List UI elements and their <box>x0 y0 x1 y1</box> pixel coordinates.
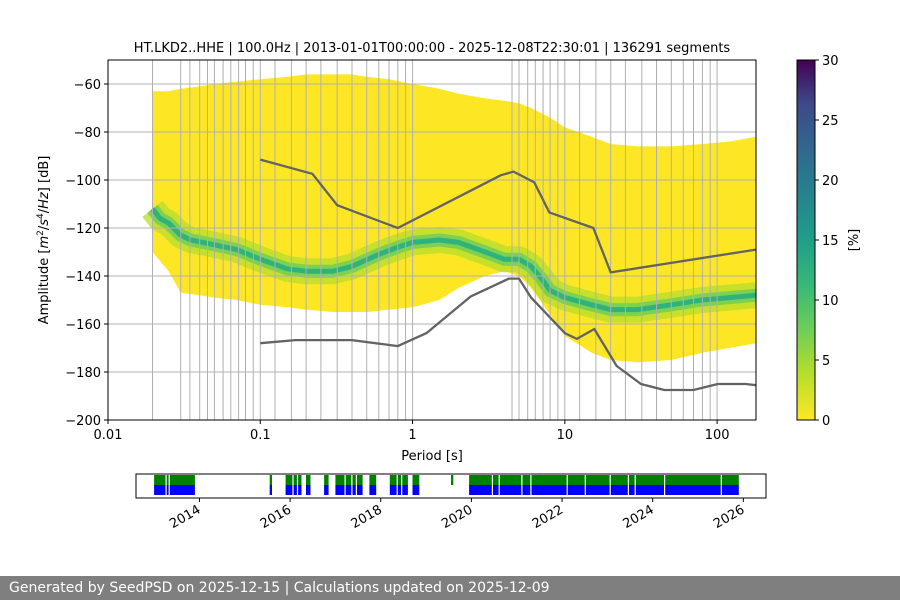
y-tick-label: −200 <box>65 414 101 429</box>
availability-gap <box>498 475 500 495</box>
noise-model-nhnm <box>259 158 756 274</box>
footer-bar: Generated by SeedPSD on 2025-12-15 | Cal… <box>0 576 900 600</box>
availability-gap <box>296 475 299 495</box>
colorbar <box>797 60 815 420</box>
y-axis-ticks: −60 −80 −100 −120 −140 −160 −180 −200 <box>65 78 108 429</box>
availability-gap <box>215 475 217 495</box>
availability-span <box>324 475 329 485</box>
availability-span <box>412 485 420 495</box>
availability-gap <box>634 475 636 495</box>
availability-span <box>451 475 454 485</box>
availability-gap <box>530 475 532 495</box>
y-tick-label: −60 <box>74 78 101 93</box>
timeline-tick-label: 2014 <box>167 502 203 532</box>
chart-title: HT.LKD2..HHE | 100.0Hz | 2013-01-01T00:0… <box>134 41 731 56</box>
colorbar-tick-label: 10 <box>822 294 839 309</box>
availability-gap <box>401 475 403 495</box>
psd-plot-area <box>108 60 756 420</box>
timeline-tick-label: 2024 <box>621 502 657 532</box>
x-tick-label: 0.1 <box>250 428 271 443</box>
colorbar-ticks: 0 5 10 15 20 25 30 <box>815 54 839 429</box>
psd-density-layer <box>152 74 756 363</box>
colorbar-label: [%] <box>847 229 862 252</box>
availability-span <box>335 475 363 485</box>
availability-span <box>369 475 377 485</box>
colorbar-tick-label: 30 <box>822 54 839 69</box>
availability-span <box>154 485 195 495</box>
colorbar-tick-label: 5 <box>822 354 830 369</box>
availability-span <box>369 485 377 495</box>
y-tick-label: −100 <box>65 174 101 189</box>
y-tick-label: −80 <box>74 126 101 141</box>
x-axis-label: Period [s] <box>401 449 463 464</box>
availability-span <box>154 475 195 485</box>
colorbar-tick-label: 20 <box>822 174 839 189</box>
availability-gap <box>720 475 722 495</box>
availability-span <box>412 475 420 485</box>
availability-span <box>389 485 408 495</box>
x-tick-label: 100 <box>705 428 730 443</box>
availability-span <box>469 485 739 495</box>
availability-span <box>269 475 272 485</box>
x-tick-label: 10 <box>557 428 574 443</box>
timeline-tick-label: 2022 <box>530 502 566 532</box>
availability-gap <box>292 475 294 495</box>
y-tick-label: −120 <box>65 222 101 237</box>
availability-gap <box>584 475 586 495</box>
x-tick-label: 1 <box>408 428 416 443</box>
colorbar-tick-label: 0 <box>822 414 830 429</box>
psd-density-envelope <box>152 74 756 363</box>
psd-axes-frame <box>107 59 757 421</box>
availability-gap <box>351 475 353 495</box>
availability-span <box>324 485 329 495</box>
colorbar-tick-label: 15 <box>822 234 839 249</box>
noise-model-nlnm <box>260 277 756 392</box>
x-tick-label: 0.01 <box>94 428 123 443</box>
availability-gap <box>627 475 629 495</box>
availability-gap <box>168 475 170 495</box>
timeline-tick-label: 2018 <box>349 502 385 532</box>
availability-gap <box>165 475 167 495</box>
colorbar-tick-label: 25 <box>822 114 839 129</box>
timeline-tick-label: 2026 <box>711 502 747 532</box>
data-availability-timeline <box>154 475 739 495</box>
availability-gap <box>521 475 523 495</box>
availability-gap <box>344 475 346 495</box>
y-tick-label: −140 <box>65 270 101 285</box>
availability-span <box>269 485 272 495</box>
footer-text: Generated by SeedPSD on 2025-12-15 | Cal… <box>9 580 550 596</box>
noise-model-lines <box>259 158 756 392</box>
availability-gap <box>664 475 666 495</box>
y-axis-label: Amplitude [m2/s4/Hz] [dB] <box>36 156 52 325</box>
timeline-tick-label: 2016 <box>258 502 294 532</box>
x-axis-ticks: 0.01 0.1 1 10 100 <box>94 420 730 443</box>
availability-span <box>306 475 311 485</box>
timeline-frame <box>135 473 767 499</box>
availability-gap <box>355 475 357 495</box>
availability-span <box>469 475 739 485</box>
availability-gap <box>609 475 611 495</box>
psd-grid <box>108 60 756 420</box>
y-tick-label: −180 <box>65 366 101 381</box>
timeline-year-ticks: 2014 2016 2018 2020 2022 2024 2026 <box>167 498 747 532</box>
y-tick-label: −160 <box>65 318 101 333</box>
availability-span <box>335 485 363 495</box>
availability-span <box>389 475 408 485</box>
availability-gap <box>396 475 398 495</box>
timeline-tick-label: 2020 <box>439 502 475 532</box>
availability-gap <box>566 475 568 495</box>
availability-span <box>306 485 311 495</box>
availability-gap <box>491 475 493 495</box>
